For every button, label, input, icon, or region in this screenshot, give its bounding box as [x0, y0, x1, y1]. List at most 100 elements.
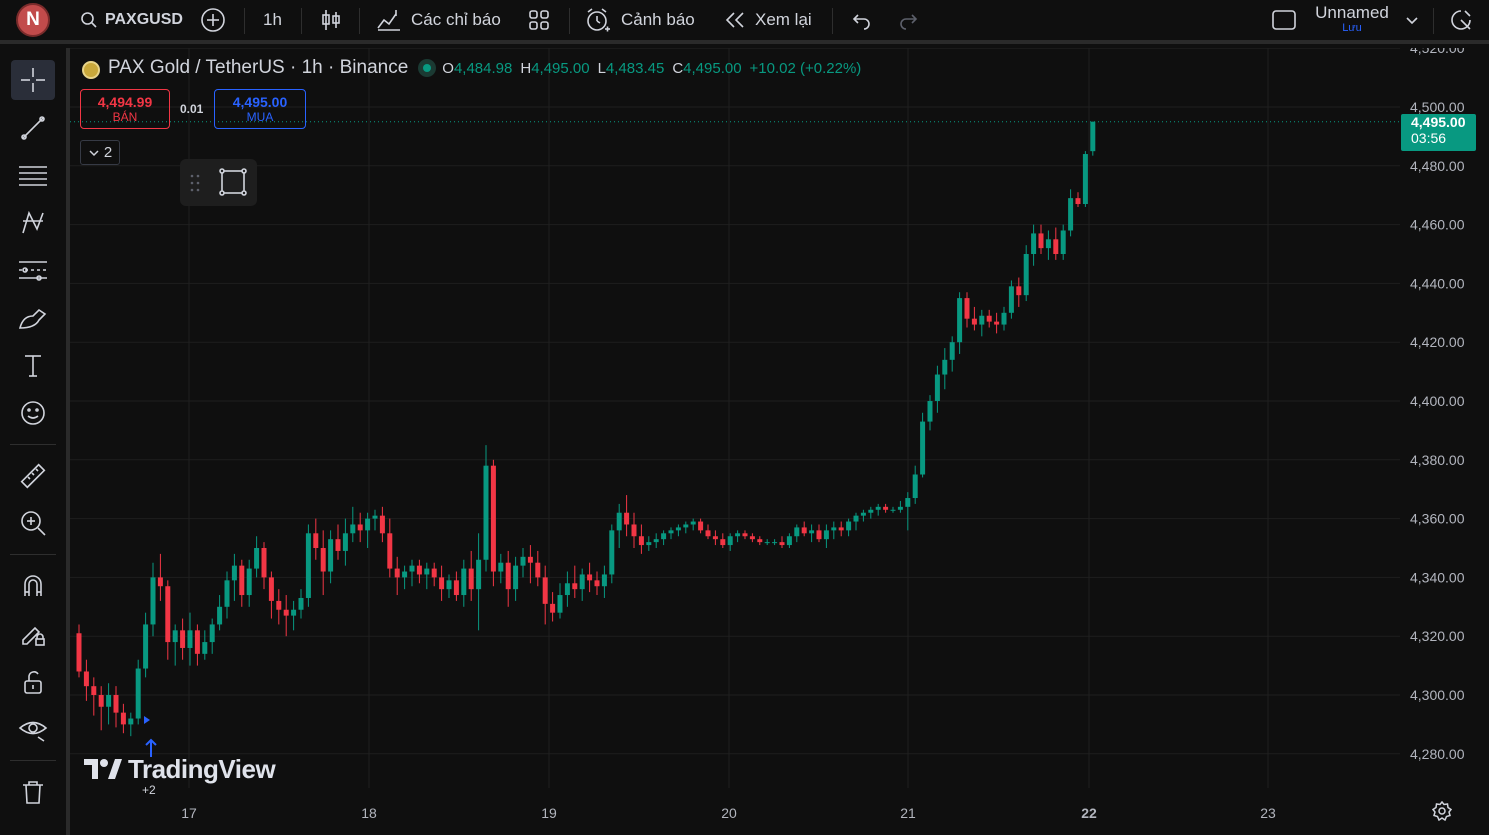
undo-button[interactable]	[850, 0, 872, 40]
sell-label: BÁN	[112, 110, 138, 124]
chart-settings-button[interactable]	[1431, 800, 1453, 826]
x-tick-label: 23	[1260, 805, 1276, 821]
text-tool[interactable]	[11, 345, 55, 385]
candle-body	[202, 642, 208, 654]
candle-body	[535, 562, 541, 578]
rewind-icon	[725, 12, 744, 28]
high-value: 4,495.00	[531, 59, 590, 77]
left-panel-border	[66, 48, 70, 835]
spread-value: 0.01	[180, 102, 204, 116]
pattern-tool[interactable]	[11, 203, 55, 243]
pencil-lock-icon	[22, 626, 45, 646]
drag-handle-icon[interactable]	[189, 173, 201, 193]
candle-body	[83, 671, 89, 687]
candle-body	[350, 524, 356, 534]
zoom-in-tool[interactable]	[11, 503, 55, 543]
candle-body	[394, 568, 400, 578]
candle-body	[638, 536, 644, 546]
layout-name: Unnamed	[1315, 3, 1389, 22]
redo-button[interactable]	[898, 0, 920, 40]
indicators-button[interactable]: Các chỉ báo	[376, 0, 501, 40]
replay-button[interactable]: Xem lại	[724, 0, 812, 40]
indicators-label: Các chỉ báo	[411, 10, 501, 29]
chart-pane[interactable]: 4,280.00 4,300.00 4,320.00 4,340.00 4,360.00…	[70, 48, 1489, 835]
candle-body	[490, 465, 496, 572]
stay-in-draw-mode-tool[interactable]	[11, 614, 55, 654]
fib-tool[interactable]	[11, 155, 55, 195]
candles-icon	[322, 10, 340, 30]
candle-body	[439, 577, 445, 590]
tradingview-watermark[interactable]: TradingView	[84, 754, 276, 785]
candle-body	[120, 712, 126, 725]
hide-drawings-tool[interactable]	[11, 709, 55, 749]
candle-body	[276, 600, 282, 610]
icon-tool[interactable]	[11, 393, 55, 433]
symbol-search-button[interactable]: PAXGUSD	[80, 0, 183, 40]
candle-body	[823, 530, 829, 540]
candle-body	[1060, 230, 1066, 254]
candle-body	[772, 542, 778, 544]
candle-body	[631, 524, 637, 537]
gear-icon	[1431, 800, 1453, 822]
candle-body	[883, 506, 889, 510]
lock-drawings-tool[interactable]	[11, 662, 55, 702]
candle-body	[106, 695, 112, 707]
user-avatar[interactable]: N	[16, 3, 50, 37]
magnet-tool[interactable]	[11, 566, 55, 606]
candle-body	[461, 568, 467, 596]
candle-body	[409, 565, 415, 572]
candle-body	[1075, 198, 1081, 205]
measure-tool[interactable]	[11, 456, 55, 496]
y-tick-label: 4,480.00	[1410, 158, 1465, 174]
compare-symbol-button[interactable]	[200, 0, 226, 40]
layout-dropdown-button[interactable]	[1404, 0, 1420, 40]
candle-body	[890, 509, 896, 511]
collapse-legend-button[interactable]: 2	[80, 140, 120, 165]
candle-body	[624, 512, 630, 525]
sell-button[interactable]: 4,494.99 BÁN	[80, 89, 170, 129]
zoom-in-icon	[21, 511, 46, 536]
buy-button[interactable]: 4,495.00 MUA	[214, 89, 306, 129]
candle-body	[853, 515, 859, 522]
interval-label: 1h	[263, 10, 282, 29]
candle-body	[513, 565, 519, 590]
prediction-icon	[19, 261, 47, 281]
brush-icon	[18, 308, 47, 329]
candle-body	[1090, 121, 1096, 152]
candle-body	[801, 527, 807, 534]
candle-body	[527, 556, 533, 563]
candle-body	[239, 565, 245, 596]
alerts-button[interactable]: Cảnh báo	[585, 0, 695, 40]
trend-line-tool[interactable]	[11, 108, 55, 148]
candle-body	[979, 315, 985, 325]
candle-body	[209, 624, 215, 643]
chart-type-button[interactable]	[320, 0, 342, 40]
forecast-tool[interactable]	[11, 250, 55, 290]
candle-body	[905, 498, 911, 507]
brush-tool[interactable]	[11, 298, 55, 338]
candle-body	[283, 609, 289, 616]
layout-select-button[interactable]	[1271, 0, 1297, 40]
quick-search-button[interactable]	[1449, 0, 1473, 40]
layout-name-button[interactable]: Unnamed Lưu	[1312, 3, 1392, 34]
candle-body	[313, 533, 319, 548]
candle-body	[816, 530, 822, 540]
candle-body	[498, 562, 504, 572]
remove-drawings-tool[interactable]	[11, 772, 55, 812]
interval-button[interactable]: 1h	[263, 0, 282, 40]
candle-body	[727, 536, 733, 546]
candlestick-chart[interactable]: 4,280.00 4,300.00 4,320.00 4,340.00 4,360.00…	[70, 48, 1489, 835]
candle-body	[291, 609, 297, 616]
crosshair-tool[interactable]	[11, 60, 55, 100]
candle-body	[786, 536, 792, 546]
candle-body	[98, 695, 104, 707]
text-icon	[25, 355, 41, 377]
templates-button[interactable]	[528, 0, 550, 40]
legend-title[interactable]: PAX Gold / TetherUS · 1h · Binance	[108, 57, 409, 78]
candle-body	[1031, 233, 1037, 254]
rectangle-select-icon[interactable]	[218, 167, 248, 197]
candle-body	[157, 577, 163, 587]
candle-body	[187, 630, 193, 648]
horizontal-lines-icon	[19, 166, 47, 186]
candle-body	[194, 630, 200, 654]
